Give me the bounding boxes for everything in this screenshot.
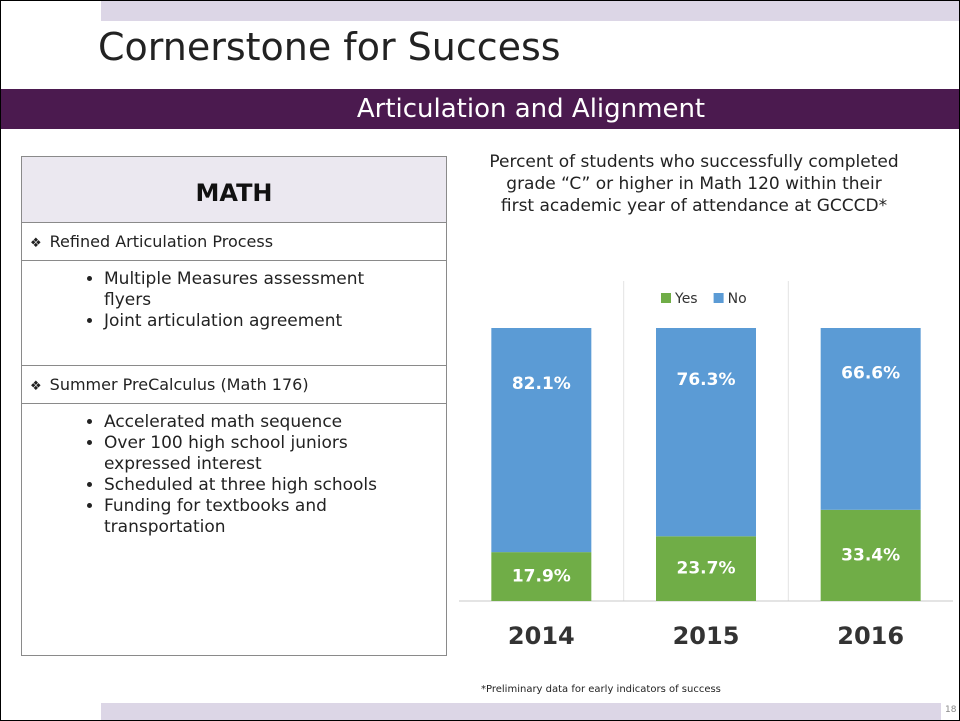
subtitle-band xyxy=(1,89,959,129)
data-label: 76.3% xyxy=(677,370,736,390)
bullet: Scheduled at three high schools xyxy=(104,475,416,496)
chart-title: Percent of students who successfully com… xyxy=(489,152,899,216)
slide-subtitle: Articulation and Alignment xyxy=(356,94,706,124)
legend-swatch xyxy=(713,293,724,303)
data-label: 82.1% xyxy=(512,374,571,394)
bar-segment xyxy=(491,552,592,601)
page-number: 18 xyxy=(945,705,957,715)
data-label: 66.6% xyxy=(841,363,900,383)
data-label: 17.9% xyxy=(512,567,571,587)
bullet: Multiple Measures assessment flyers xyxy=(104,269,416,311)
legend-label: No xyxy=(728,291,747,307)
bar-segment xyxy=(491,328,592,553)
bar-segment xyxy=(656,328,756,537)
x-tick-label: 2015 xyxy=(673,622,740,650)
bullet: Funding for textbooks and transportation xyxy=(104,496,416,538)
bullet: Joint articulation agreement xyxy=(104,311,416,332)
x-tick-label: 2014 xyxy=(508,622,575,650)
legend-label: Yes xyxy=(674,291,698,307)
x-tick-label: 2016 xyxy=(837,622,904,650)
bar-segment xyxy=(656,536,756,601)
data-label: 33.4% xyxy=(841,545,900,565)
data-label: 23.7% xyxy=(677,559,736,579)
footnote: *Preliminary data for early indicators o… xyxy=(481,684,721,695)
bar-segment xyxy=(820,509,921,601)
section-title: Summer PreCalculus (Math 176) xyxy=(22,366,446,404)
section-title: Refined Articulation Process xyxy=(22,223,446,261)
slide-title: Cornerstone for Success xyxy=(98,25,561,69)
bullet-list: Accelerated math sequenceOver 100 high s… xyxy=(22,404,446,546)
bullet: Accelerated math sequence xyxy=(104,412,416,433)
legend-swatch xyxy=(661,293,671,303)
math-box: MATH Refined Articulation ProcessMultipl… xyxy=(21,156,447,656)
math-heading: MATH xyxy=(22,157,446,223)
top-bar xyxy=(101,1,959,21)
bar-segment xyxy=(820,328,921,510)
bullet-list: Multiple Measures assessment flyersJoint… xyxy=(22,261,446,366)
bottom-bar xyxy=(101,703,941,720)
bullet: Over 100 high school juniors expressed i… xyxy=(104,433,416,475)
